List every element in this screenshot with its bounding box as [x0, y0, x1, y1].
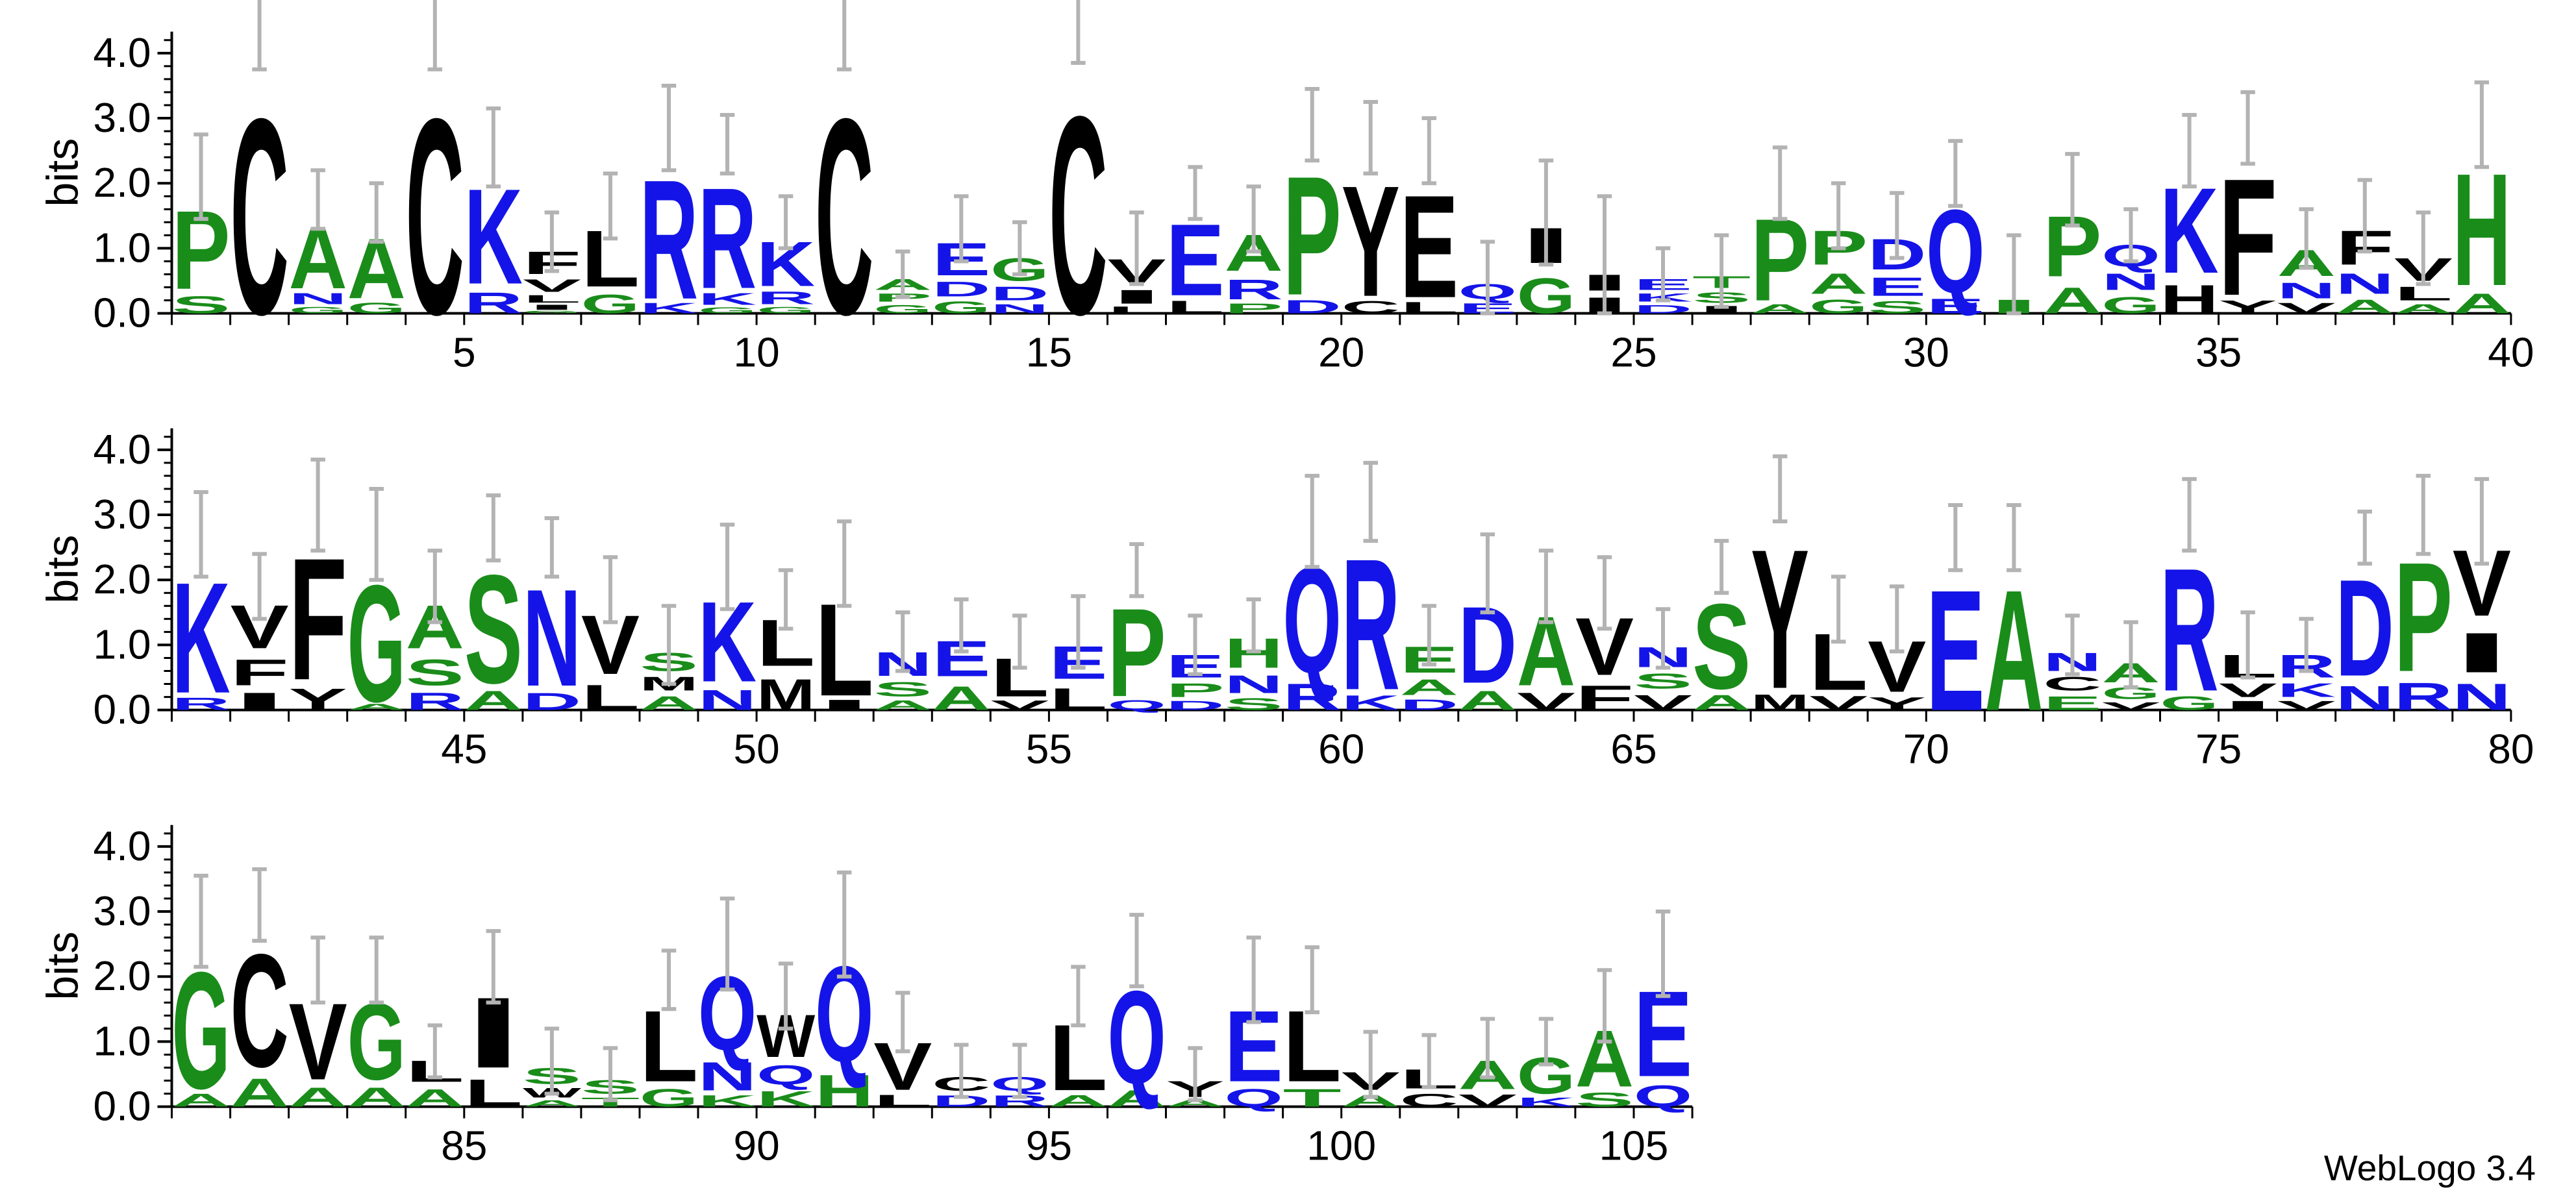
svg-text:P: P — [2394, 530, 2453, 705]
svg-text:80: 80 — [2488, 726, 2534, 773]
svg-text:R: R — [2160, 532, 2219, 729]
svg-text:Y: Y — [1751, 509, 1809, 732]
svg-text:35: 35 — [2195, 329, 2242, 376]
svg-text:0.0: 0.0 — [94, 290, 151, 336]
svg-text:55: 55 — [1026, 726, 1072, 773]
svg-text:R: R — [698, 158, 757, 319]
svg-text:2.0: 2.0 — [94, 556, 151, 602]
svg-text:C: C — [231, 62, 289, 375]
svg-text:40: 40 — [2488, 329, 2534, 376]
svg-text:C: C — [231, 921, 289, 1102]
svg-text:F: F — [2219, 145, 2277, 332]
svg-text:3.0: 3.0 — [94, 491, 151, 538]
svg-text:C: C — [406, 62, 464, 375]
svg-text:0.0: 0.0 — [94, 1083, 151, 1130]
svg-text:D: D — [1634, 303, 1692, 316]
svg-text:V: V — [1634, 691, 1693, 715]
svg-text:P: P — [1283, 142, 1342, 332]
svg-text:1.0: 1.0 — [94, 224, 151, 271]
svg-text:4.0: 4.0 — [94, 426, 151, 473]
svg-text:R: R — [640, 145, 698, 336]
svg-text:A: A — [640, 693, 698, 715]
svg-text:3.0: 3.0 — [94, 94, 151, 141]
svg-text:0.0: 0.0 — [94, 686, 151, 733]
svg-text:G: G — [1517, 268, 1575, 325]
svg-text:E: E — [1400, 166, 1458, 329]
svg-text:4.0: 4.0 — [94, 823, 151, 869]
svg-text:2.0: 2.0 — [94, 952, 151, 999]
svg-text:4.0: 4.0 — [94, 29, 151, 76]
svg-text:60: 60 — [1318, 726, 1364, 773]
svg-text:95: 95 — [1026, 1122, 1072, 1169]
svg-text:25: 25 — [1610, 329, 1657, 376]
svg-text:E: E — [2043, 693, 2101, 715]
svg-text:N: N — [523, 561, 581, 715]
svg-text:85: 85 — [441, 1122, 487, 1169]
svg-text:C: C — [815, 62, 873, 375]
svg-text:G: G — [2102, 292, 2160, 318]
svg-text:10: 10 — [734, 329, 780, 376]
svg-text:P: P — [1108, 583, 1166, 724]
svg-text:bits: bits — [38, 138, 88, 207]
svg-text:1.0: 1.0 — [94, 621, 151, 667]
svg-text:90: 90 — [734, 1122, 780, 1169]
svg-text:75: 75 — [2195, 726, 2242, 773]
svg-text:65: 65 — [1610, 726, 1657, 773]
svg-text:D: D — [2336, 551, 2394, 706]
svg-text:2.0: 2.0 — [94, 159, 151, 206]
svg-text:30: 30 — [1903, 329, 1949, 376]
svg-text:R: R — [1342, 521, 1400, 730]
svg-text:50: 50 — [734, 726, 780, 773]
svg-text:Y: Y — [1342, 153, 1400, 330]
svg-text:A: A — [1984, 555, 2043, 748]
svg-text:1.0: 1.0 — [94, 1017, 151, 1064]
svg-text:G: G — [873, 303, 932, 316]
svg-text:E: E — [1926, 555, 1984, 748]
svg-text:3.0: 3.0 — [94, 887, 151, 934]
svg-text:bits: bits — [38, 932, 88, 1000]
svg-text:bits: bits — [38, 535, 88, 604]
svg-text:C: C — [1049, 58, 1107, 375]
svg-text:105: 105 — [1599, 1122, 1669, 1169]
svg-text:S: S — [1692, 579, 1751, 715]
svg-text:20: 20 — [1318, 329, 1364, 376]
svg-text:45: 45 — [441, 726, 487, 773]
svg-text:100: 100 — [1307, 1122, 1376, 1169]
svg-text:S: S — [464, 543, 523, 717]
